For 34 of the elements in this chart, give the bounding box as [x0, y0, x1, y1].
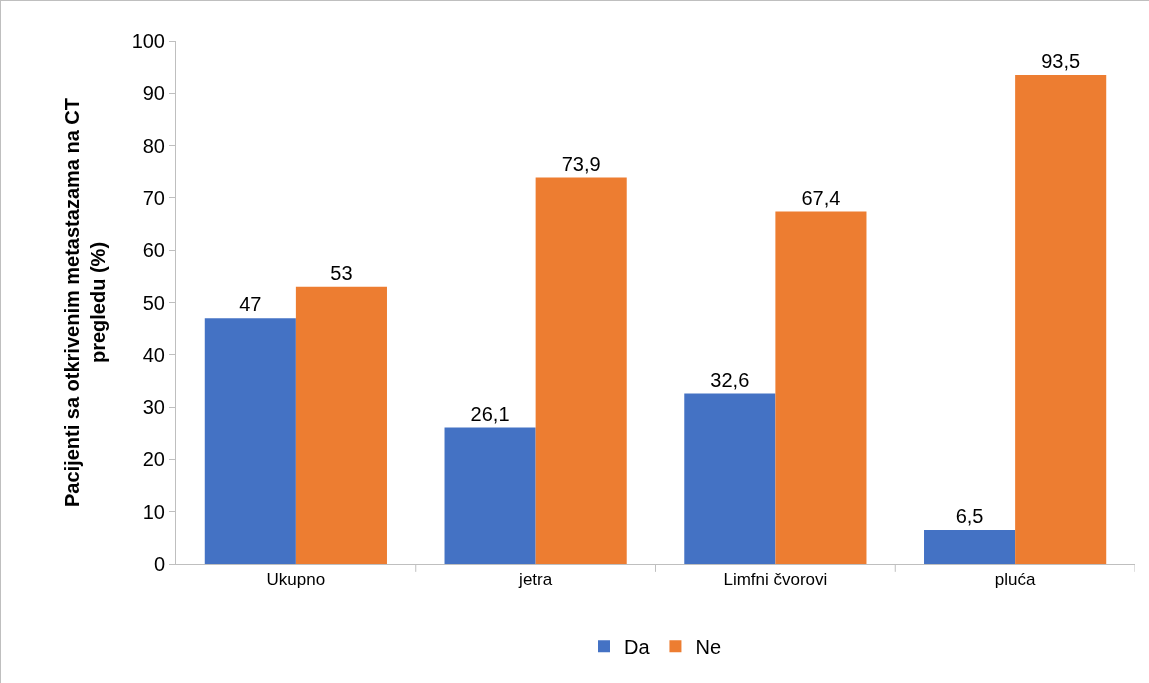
y-axis-title: Pacijenti sa otkrivenim metastazama na CT pregledu (%) — [61, 97, 110, 508]
x-tick-label: Ukupno — [266, 570, 326, 590]
legend-label: Ne — [695, 636, 722, 659]
bar — [924, 530, 1016, 564]
bar — [204, 318, 296, 564]
bar — [775, 211, 867, 564]
data-label: 53 — [330, 261, 353, 284]
legend-label: Da — [624, 636, 651, 659]
data-label: 6,5 — [955, 505, 984, 528]
y-tick-label: 100 — [131, 30, 165, 52]
y-tick-label: 30 — [142, 396, 165, 419]
y-tick-label: 90 — [142, 82, 165, 105]
x-tick-label: pluća — [994, 570, 1036, 590]
y-tick-label: 80 — [142, 134, 165, 157]
data-label: 93,5 — [1041, 49, 1081, 72]
x-tick-label: jetra — [518, 570, 553, 590]
data-label: 47 — [239, 293, 262, 316]
y-tick-label: 20 — [142, 448, 165, 471]
bar — [535, 177, 627, 564]
y-tick-label: 10 — [142, 500, 165, 523]
x-tick-label: Limfni čvorovi — [723, 570, 828, 590]
bar — [295, 286, 387, 564]
bar — [684, 393, 776, 564]
y-tick-label: 0 — [153, 553, 165, 575]
y-tick-label: 40 — [142, 343, 165, 366]
data-label: 32,6 — [710, 368, 750, 391]
y-tick-label: 50 — [142, 291, 165, 314]
data-label: 67,4 — [801, 186, 841, 209]
bar — [1015, 74, 1107, 564]
data-label: 73,9 — [561, 152, 601, 175]
y-tick-label: 60 — [142, 239, 165, 262]
y-tick-label: 70 — [142, 186, 165, 209]
bar — [444, 427, 536, 564]
data-label: 26,1 — [470, 402, 510, 425]
